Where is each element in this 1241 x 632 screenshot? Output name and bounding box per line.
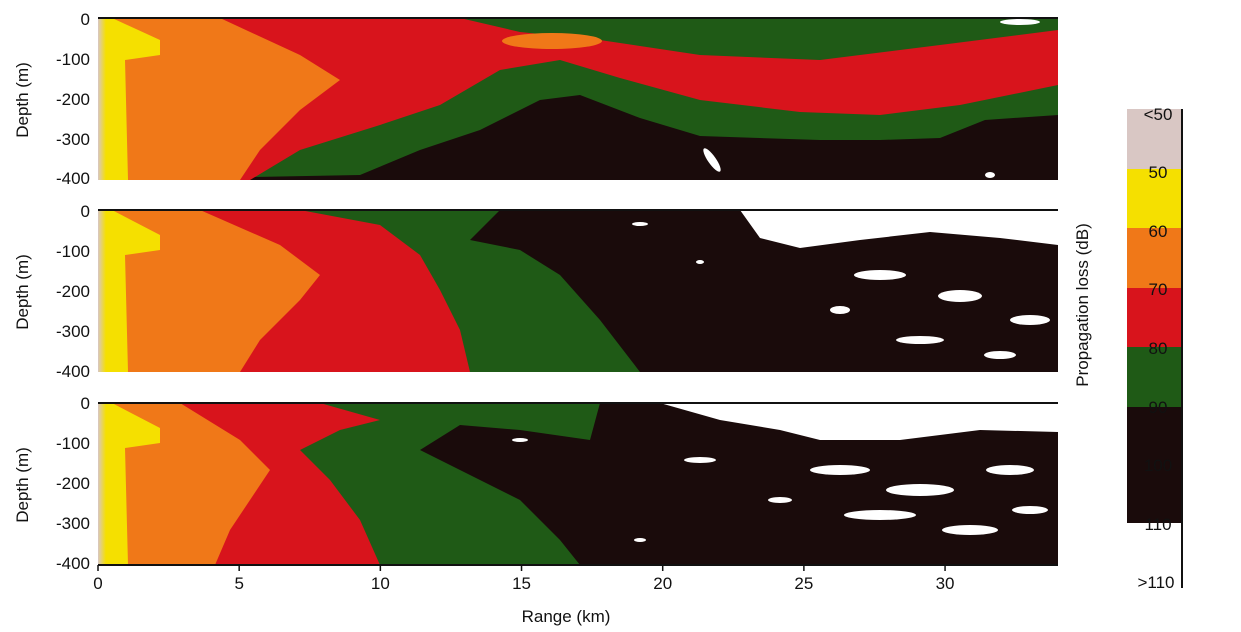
colorbar-tick-label: 110 xyxy=(1144,515,1171,534)
panel-2-white-specks xyxy=(632,222,1050,359)
panel-2 xyxy=(98,209,1058,372)
x-ticks: 0 5 10 15 20 25 30 xyxy=(93,565,955,593)
y-axis-panel-2: Depth (m) 0 -100 -200 -300 -400 xyxy=(13,202,90,381)
x-axis: 0 5 10 15 20 25 30 Range (km) xyxy=(93,564,1058,626)
colorbar-band-50-60 xyxy=(1127,169,1182,228)
x-tick-label: 25 xyxy=(794,574,813,593)
colorbar-band-lt50 xyxy=(1127,109,1182,169)
y-axis-label: Depth (m) xyxy=(13,447,32,523)
x-axis-label: Range (km) xyxy=(522,607,611,626)
colorbar-label: Propagation loss (dB) xyxy=(1073,223,1092,386)
panel-2-source-band xyxy=(98,210,106,372)
colorbar-band-90-110 xyxy=(1127,407,1182,523)
y-tick-label: 0 xyxy=(81,394,90,413)
panel-3-white-specks xyxy=(512,438,1048,542)
y-tick-label: -300 xyxy=(56,514,90,533)
colorbar: <50 50 60 70 80 90 100 110 >110 Propagat… xyxy=(1073,105,1183,592)
x-tick-label: 10 xyxy=(371,574,390,593)
y-tick-label: -100 xyxy=(56,434,90,453)
colorbar-tick-label: >110 xyxy=(1137,573,1174,592)
x-tick-label: 0 xyxy=(93,574,102,593)
panel-1-orange-patch xyxy=(502,33,602,49)
y-tick-label: -100 xyxy=(56,50,90,69)
x-tick-label: 30 xyxy=(936,574,955,593)
panel-1 xyxy=(98,17,1058,180)
colorbar-tick-label: 50 xyxy=(1149,163,1168,182)
panel-1-red-region xyxy=(98,18,1058,180)
panel-3-yellow-region xyxy=(98,403,160,565)
colorbar-tick-label: 70 xyxy=(1149,280,1168,299)
y-tick-label: -400 xyxy=(56,169,90,188)
colorbar-band-80-90 xyxy=(1127,347,1182,407)
y-tick-label: -200 xyxy=(56,90,90,109)
panel-1-white-specks xyxy=(703,19,1040,178)
y-axis-panel-1: Depth (m) 0 -100 -200 -300 -400 xyxy=(13,10,90,188)
colorbar-tick-label: 80 xyxy=(1149,339,1168,358)
y-tick-label: -200 xyxy=(56,282,90,301)
panel-2-yellow-region xyxy=(98,210,160,372)
colorbar-tick-label: 100 xyxy=(1144,456,1172,475)
panel-3-white-region xyxy=(660,403,1058,440)
panel-2-white-region xyxy=(740,210,1058,248)
colorbar-tick-label: 60 xyxy=(1149,222,1168,241)
y-tick-label: -300 xyxy=(56,130,90,149)
y-axis-label: Depth (m) xyxy=(13,62,32,138)
panel-3 xyxy=(98,402,1058,565)
y-tick-label: -300 xyxy=(56,322,90,341)
y-tick-label: -100 xyxy=(56,242,90,261)
y-tick-label: 0 xyxy=(81,10,90,29)
panel-1-yellow-region xyxy=(98,18,160,180)
panel-1-source-band xyxy=(98,18,106,180)
y-axis-panel-3: Depth (m) 0 -100 -200 -300 -400 xyxy=(13,394,90,573)
x-tick-label: 15 xyxy=(512,574,531,593)
colorbar-band-70-80 xyxy=(1127,288,1182,347)
colorbar-tick-label: <50 xyxy=(1144,105,1173,124)
y-tick-label: -400 xyxy=(56,554,90,573)
x-tick-label: 5 xyxy=(234,574,243,593)
y-tick-label: -400 xyxy=(56,362,90,381)
y-axis-label: Depth (m) xyxy=(13,254,32,330)
panel-3-source-band xyxy=(98,403,106,565)
y-tick-label: 0 xyxy=(81,202,90,221)
y-tick-label: -200 xyxy=(56,474,90,493)
panel-1-orange-region xyxy=(98,18,340,180)
x-tick-label: 20 xyxy=(653,574,672,593)
colorbar-band-60-70 xyxy=(1127,228,1182,288)
colorbar-tick-label: 90 xyxy=(1149,398,1168,417)
